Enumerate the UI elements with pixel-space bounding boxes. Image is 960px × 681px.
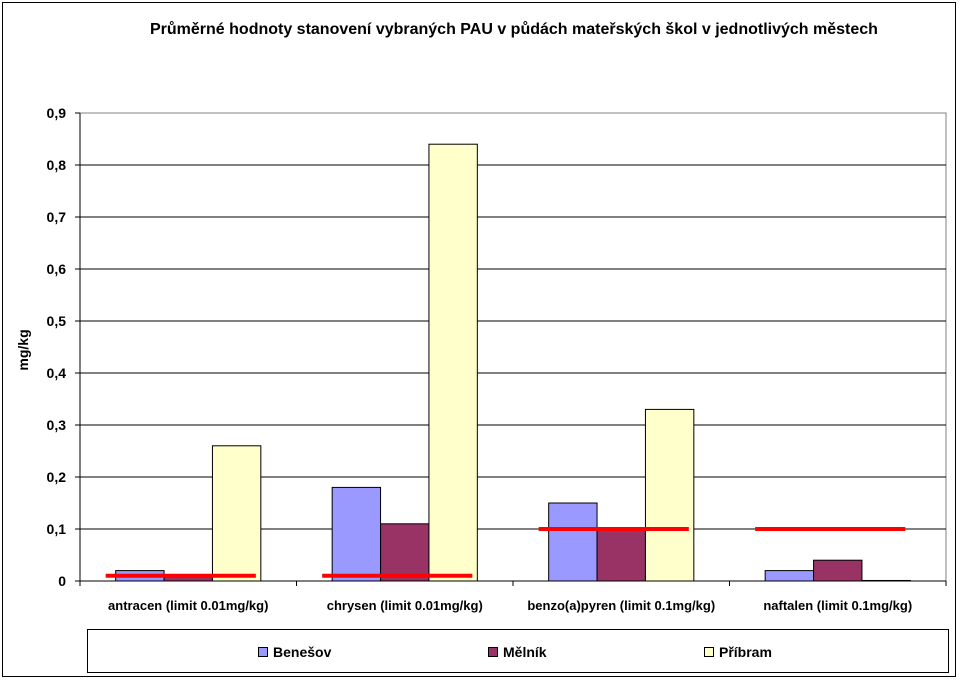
y-tick-label: 0: [58, 573, 66, 589]
legend-label-pribram: Příbram: [719, 644, 772, 660]
plot-area: [79, 112, 947, 582]
legend-label-benesov: Benešov: [273, 644, 332, 660]
legend: Benešov Mělník Příbram: [87, 629, 949, 673]
bar-1-3: [548, 502, 598, 582]
bar-2-2: [380, 523, 430, 582]
bars: [115, 143, 911, 582]
y-tick-label: 0,2: [47, 469, 67, 485]
y-tick-label: 0,1: [47, 521, 67, 537]
bar-1-2: [331, 486, 382, 582]
x-category-labels: antracen (limit 0.01mg/kg) chrysen (limit…: [108, 598, 912, 613]
y-tick-label: 0,7: [47, 209, 67, 225]
grid-lines: [75, 112, 947, 586]
y-tick-label: 0,8: [47, 157, 67, 173]
bar-2-4: [813, 559, 863, 582]
legend-swatch-melnik: [488, 647, 498, 657]
bar-2-3: [596, 528, 646, 582]
x-category-label: naftalen (limit 0.1mg/kg): [763, 598, 912, 613]
bar-3-2: [428, 143, 478, 582]
y-tick-label: 0,9: [47, 105, 67, 121]
x-category-label: antracen (limit 0.01mg/kg): [108, 598, 268, 613]
y-tick-label: 0,6: [47, 261, 67, 277]
bar-3-4: [861, 579, 911, 582]
y-axis-label: mg/kg: [15, 329, 31, 370]
bar-1-4: [764, 570, 815, 582]
legend-item-benesov: Benešov: [258, 644, 331, 660]
y-tick-labels: 0 0,1 0,2 0,3 0,4 0,5 0,6 0,7 0,8 0,9: [47, 105, 67, 589]
legend-item-pribram: Příbram: [704, 644, 772, 660]
limit-lines: [105, 527, 906, 578]
x-category-label: benzo(a)pyren (limit 0.1mg/kg): [527, 598, 715, 613]
legend-swatch-pribram: [704, 647, 714, 657]
y-tick-label: 0,5: [47, 313, 67, 329]
chart-title: Průměrné hodnoty stanovení vybraných PAU…: [150, 21, 878, 38]
bar-3-1: [211, 445, 262, 582]
y-tick-label: 0,3: [47, 417, 67, 433]
bar-3-3: [644, 408, 695, 582]
x-category-label: chrysen (limit 0.01mg/kg): [327, 598, 483, 613]
legend-swatch-benesov: [258, 647, 268, 657]
legend-label-melnik: Mělník: [503, 644, 547, 660]
y-tick-label: 0,4: [47, 365, 67, 381]
legend-item-melnik: Mělník: [488, 644, 547, 660]
